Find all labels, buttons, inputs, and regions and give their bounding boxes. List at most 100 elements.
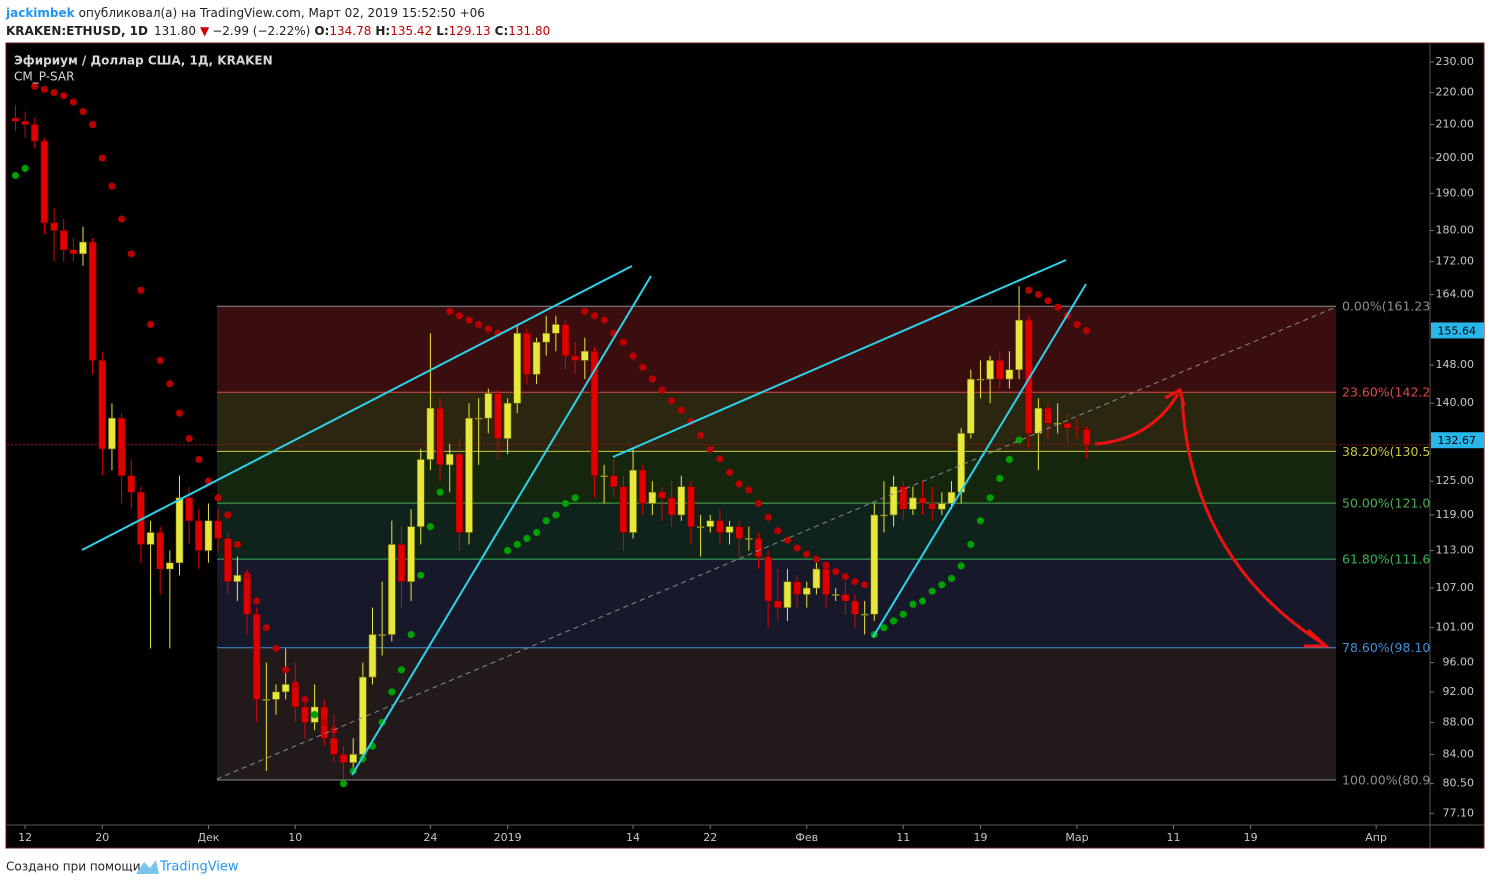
x-tick-label: Апр — [1365, 831, 1387, 844]
psar-dot — [986, 494, 994, 502]
arrow — [1180, 395, 1326, 647]
psar-dot — [513, 540, 521, 549]
psar-dot — [117, 215, 126, 223]
psar-dot — [1025, 286, 1033, 294]
psar-dot — [407, 630, 415, 639]
trend-line — [612, 259, 1067, 458]
candle-body — [851, 600, 859, 615]
psar-dot — [658, 386, 666, 394]
psar-dot — [127, 250, 135, 258]
psar-dot — [812, 555, 821, 563]
candle-body — [1005, 369, 1014, 380]
fib-label: 23.60%(142.2 — [1342, 385, 1430, 400]
psar-dot — [832, 567, 840, 576]
psar-dot — [861, 581, 869, 589]
psar-dot — [918, 597, 927, 605]
y-tick-label: 101.00 — [1436, 621, 1475, 634]
psar-dot — [262, 624, 270, 632]
candle-body — [986, 360, 994, 380]
x-tick-label: 12 — [18, 831, 32, 844]
arrow: ▼ — [200, 24, 210, 38]
published: опубликовал(а) на TradingView.com, Март … — [79, 6, 485, 20]
candle-body — [629, 469, 637, 533]
candle-body — [735, 526, 744, 539]
candle-body — [301, 706, 309, 723]
psar-dot — [947, 574, 956, 583]
footer-text: Создано при помощи — [6, 860, 141, 874]
candle-body — [262, 699, 271, 701]
candle-body — [822, 568, 830, 595]
fib-zone — [217, 647, 1336, 780]
c-value: 131.80 — [508, 24, 550, 38]
candle-body — [667, 497, 676, 516]
drawings — [81, 259, 1337, 780]
fib-zone — [217, 451, 1336, 504]
x-tick-label: Мар — [1065, 831, 1088, 844]
trend-line — [81, 265, 633, 551]
candle-body — [484, 393, 493, 419]
psar-dot — [233, 540, 241, 549]
psar-dot — [745, 486, 753, 494]
psar-dot — [841, 572, 849, 581]
psar-dot — [330, 726, 338, 734]
candle-body — [870, 514, 879, 615]
psar-dot — [783, 536, 792, 544]
psar-dot — [1044, 297, 1052, 305]
psar-dot — [224, 511, 232, 519]
psar-dot — [619, 338, 628, 346]
fib-label: 50.00%(121.0 — [1342, 496, 1430, 511]
candle-body — [185, 497, 193, 522]
psar-dot — [40, 85, 48, 94]
candle-body — [108, 417, 116, 450]
candle-body — [754, 538, 763, 557]
y-tick-label: 107.00 — [1436, 581, 1475, 594]
y-tick-label: 96.00 — [1443, 656, 1475, 669]
candle-body — [918, 497, 927, 504]
tv-logo — [136, 860, 159, 874]
candle-body — [252, 613, 261, 700]
candle-body — [532, 341, 541, 375]
candle-body — [59, 230, 68, 251]
chart-title: Эфириум / Доллар США, 1Д, KRAKEN — [14, 54, 273, 68]
psar-dot — [552, 511, 560, 519]
candle-body — [156, 532, 164, 570]
candle-body — [69, 249, 78, 255]
psar-dot — [1073, 320, 1081, 329]
candle-body — [552, 324, 560, 334]
candle-body — [523, 332, 531, 375]
y-tick-label: 113.00 — [1436, 544, 1475, 557]
x-tick-label: Дек — [197, 831, 219, 844]
candle-body — [947, 491, 956, 504]
psar-dot — [397, 666, 406, 674]
candle-body — [243, 575, 251, 615]
psar-dot — [426, 523, 435, 531]
x-tick-label: Фев — [795, 831, 818, 844]
x-tick-label: 20 — [95, 831, 109, 844]
y-tick-label: 200.00 — [1436, 151, 1475, 164]
psar-dot — [291, 680, 299, 689]
candle-body — [416, 459, 425, 527]
x-tick-label: 2019 — [494, 831, 522, 844]
x-tick-label: 19 — [1244, 831, 1258, 844]
publish-line: jackimbek опубликовал(а) на TradingView.c… — [5, 6, 485, 20]
psar-dot — [504, 546, 512, 555]
candle-body — [397, 544, 406, 582]
psar-dot — [725, 468, 734, 477]
psar-dot — [195, 455, 203, 464]
candle-body — [272, 691, 280, 700]
candle-body — [117, 417, 126, 476]
psar-dot — [79, 107, 87, 116]
psar-dot — [243, 571, 251, 579]
x-tick-label: 10 — [288, 831, 302, 844]
psar-dot — [735, 480, 743, 488]
candle-body — [88, 241, 97, 361]
psar-dot — [339, 780, 348, 788]
y-tick-label: 220.00 — [1436, 86, 1475, 99]
psar-dot — [1034, 290, 1042, 299]
x-tick-label: 22 — [703, 831, 717, 844]
candle-body — [503, 402, 512, 439]
candle-body — [609, 475, 618, 487]
candle-body — [214, 520, 222, 539]
candle-body — [1034, 407, 1043, 434]
candle-body — [30, 124, 39, 142]
